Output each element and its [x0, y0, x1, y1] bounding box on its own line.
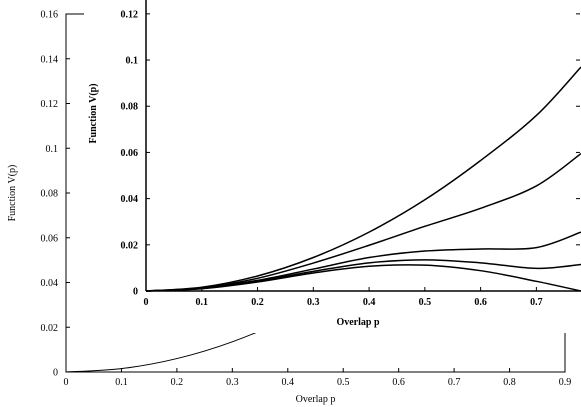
main-x-tick-label: 0.1: [115, 377, 128, 388]
inset-y-tick-label: 0.02: [121, 240, 139, 251]
inset-series-line-2: [146, 152, 581, 292]
main-y-tick-label: 0.04: [41, 278, 59, 289]
inset-y-tick-label: 0.08: [121, 102, 139, 113]
main-x-tick-label: 0.7: [448, 377, 461, 388]
inset-x-axis-label: Overlap p: [336, 317, 379, 328]
inset-x-tick-label: 0.6: [474, 297, 487, 308]
inset-y-tick-label: 0.1: [126, 56, 139, 67]
inset-background: [84, 0, 581, 333]
inset-y-tick-label: 0.04: [121, 194, 139, 205]
main-x-tick-label: 0.6: [392, 377, 405, 388]
main-x-tick-label: 0.8: [503, 377, 516, 388]
main-y-tick-label: 0: [53, 368, 58, 379]
inset-series-line-5: [146, 264, 581, 292]
inset-series-group: [146, 66, 581, 292]
inset-chart: 0 0.1 0.2 0.3 0.4 0.5 0.6 0.7 0 0.02 0.04 0.06 0.08 0…: [84, 0, 581, 333]
inset-y-tick-label: 0: [133, 287, 138, 298]
main-y-tick-label: 0.14: [41, 54, 59, 65]
inset-x-tick-label: 0.1: [196, 297, 209, 308]
main-y-tick-label: 0.16: [41, 10, 59, 21]
main-y-tick-label: 0.1: [46, 144, 59, 155]
inset-x-tick-label: 0.2: [251, 297, 264, 308]
inset-x-tick-label: 0.4: [363, 297, 376, 308]
inset-x-tick-label: 0.3: [307, 297, 320, 308]
inset-y-axis-label: Function V(p): [88, 83, 99, 143]
inset-ticks: 0 0.1 0.2 0.3 0.4 0.5 0.6 0.7 0 0.02 0.04 0.06 0.08 0…: [121, 9, 580, 308]
main-x-tick-label: 0.5: [337, 377, 350, 388]
main-y-tick-label: 0.08: [41, 189, 59, 200]
inset-x-tick-label: 0.5: [419, 297, 432, 308]
inset-x-tick-label: 0.7: [530, 297, 543, 308]
main-x-tick-label: 0.4: [282, 377, 295, 388]
main-y-axis-label: Function V(p): [7, 165, 18, 222]
main-x-tick-label: 0.3: [226, 377, 239, 388]
main-x-axis-label: Overlap p: [296, 394, 336, 405]
inset-series-line-1: [146, 66, 581, 292]
inset-x-tick-label: 0: [144, 297, 149, 308]
main-x-tick-label: 0.9: [559, 377, 572, 388]
inset-y-tick-label: 0.12: [121, 9, 139, 20]
main-x-tick-label: 0.2: [171, 377, 184, 388]
inset-y-tick-label: 0.06: [121, 148, 139, 159]
main-y-tick-label: 0.12: [41, 99, 59, 110]
main-y-tick-label: 0.02: [41, 323, 59, 334]
main-y-tick-label: 0.06: [41, 233, 59, 244]
main-x-tick-label: 0: [64, 377, 69, 388]
